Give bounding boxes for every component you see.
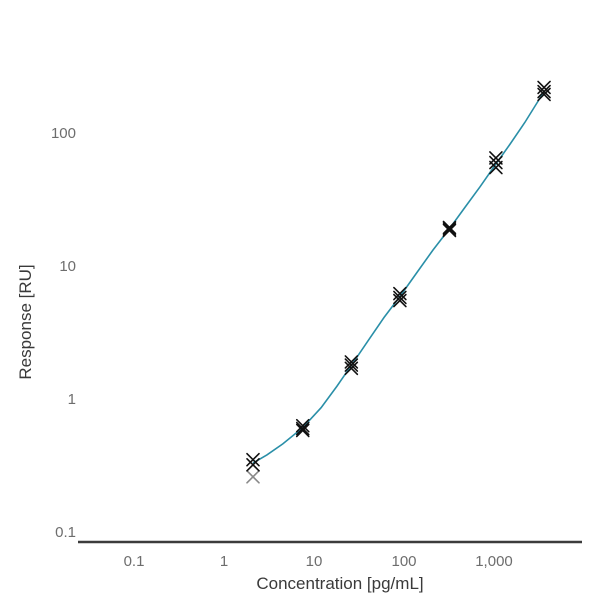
data-point-marker xyxy=(344,358,359,372)
data-point-marker xyxy=(442,223,457,238)
data-point-marker xyxy=(489,160,503,175)
data-point-marker xyxy=(537,87,551,102)
data-point-marker xyxy=(344,355,359,369)
data-point-marker xyxy=(295,418,310,433)
data-points-layer xyxy=(246,80,551,484)
x-tick-labels: 0.1 1 10 100 1,000 xyxy=(124,553,513,570)
fit-curve-line xyxy=(252,91,545,464)
data-point-marker xyxy=(393,293,407,308)
data-point-marker xyxy=(489,151,503,165)
y-tick-label: 100 xyxy=(51,125,76,142)
x-tick-label: 1,000 xyxy=(475,553,513,570)
fit-curve-layer xyxy=(252,91,545,464)
y-tick-label: 1 xyxy=(68,391,76,408)
x-tick-label: 0.1 xyxy=(124,553,145,570)
y-tick-labels: 0.1 1 10 100 xyxy=(51,125,76,541)
y-tick-label: 0.1 xyxy=(55,524,76,541)
data-point-marker xyxy=(393,290,407,305)
data-point-marker xyxy=(295,421,310,436)
x-tick-label: 10 xyxy=(306,553,323,570)
data-point-marker xyxy=(344,361,359,376)
data-point-marker xyxy=(489,155,503,170)
x-tick-label: 100 xyxy=(391,553,416,570)
data-point-marker xyxy=(442,220,457,235)
y-axis-title: Response [RU] xyxy=(16,264,35,379)
data-point-marker xyxy=(246,452,260,467)
x-tick-label: 1 xyxy=(220,553,228,570)
data-point-marker xyxy=(442,222,457,236)
data-point-marker xyxy=(246,458,260,472)
data-point-marker xyxy=(537,84,551,99)
data-point-marker xyxy=(295,423,310,438)
x-axis-title: Concentration [pg/mL] xyxy=(256,574,423,593)
y-tick-label: 10 xyxy=(59,258,76,275)
excluded-point-marker xyxy=(246,470,260,484)
